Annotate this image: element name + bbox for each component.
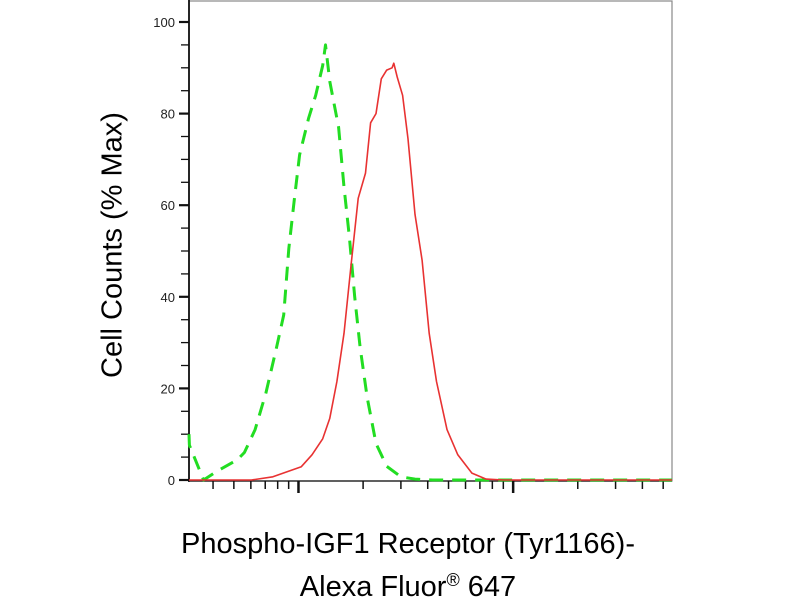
x-axis-label-main: Alexa Fluor [299,571,447,603]
y-tick-label: 40 [161,290,175,305]
y-tick-label: 80 [161,107,175,122]
series-group [187,43,672,482]
sample-histogram-line [189,62,672,481]
registered-mark: ® [446,570,460,590]
control-histogram-line [187,43,672,482]
axes: 0 20 40 60 80 100 [153,0,673,493]
x-axis-label-end: 647 [459,571,517,603]
y-tick-label: 100 [153,15,175,30]
x-axis-label-line1: Phospho-IGF1 Receptor (Tyr1166)- [181,528,635,560]
y-tick-label: 20 [161,381,175,396]
y-tick-label: 0 [168,473,175,488]
x-axis-label-line2: Alexa Fluor® 647 [0,563,800,604]
y-axis-label: Cell Counts (% Max) [96,112,129,378]
y-tick-label: 60 [161,198,175,213]
